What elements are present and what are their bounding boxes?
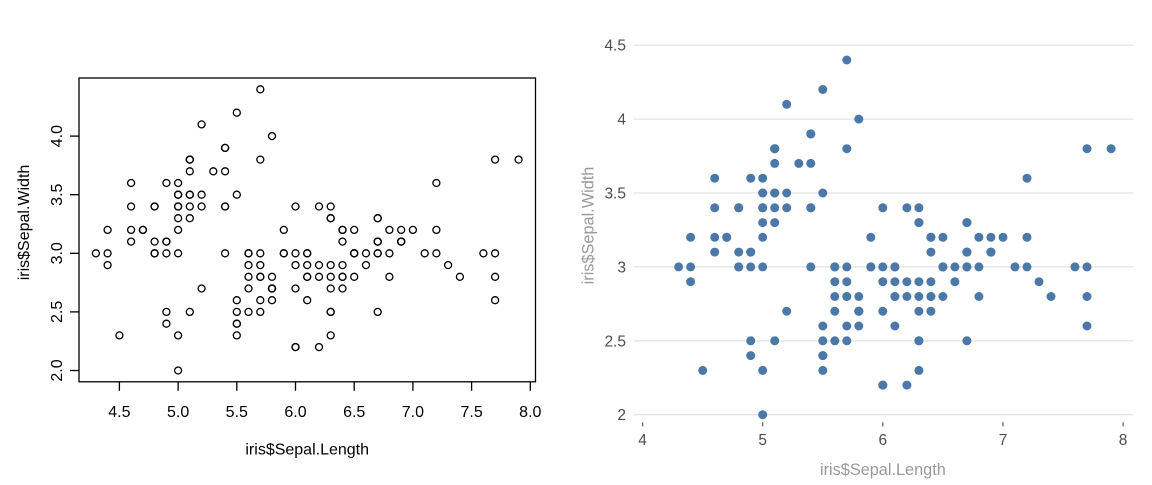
svg-text:4: 4 <box>638 432 647 449</box>
svg-text:4: 4 <box>617 112 626 129</box>
svg-text:6: 6 <box>878 432 887 449</box>
svg-text:3.5: 3.5 <box>49 183 66 205</box>
svg-text:iris$Sepal.Width: iris$Sepal.Width <box>16 165 33 281</box>
svg-text:4.5: 4.5 <box>108 404 130 421</box>
svg-text:2.5: 2.5 <box>49 301 66 323</box>
svg-text:iris$Sepal.Width: iris$Sepal.Width <box>580 167 598 285</box>
svg-text:3.0: 3.0 <box>49 242 66 264</box>
svg-text:2: 2 <box>617 407 626 424</box>
svg-text:3: 3 <box>617 259 626 276</box>
svg-text:5.0: 5.0 <box>167 404 189 421</box>
svg-text:3.5: 3.5 <box>604 186 626 203</box>
svg-text:8: 8 <box>1119 432 1128 449</box>
svg-text:iris$Sepal.Length: iris$Sepal.Length <box>245 442 369 459</box>
svg-text:iris$Sepal.Length: iris$Sepal.Length <box>820 461 946 479</box>
svg-text:2.5: 2.5 <box>604 333 626 350</box>
svg-text:7.0: 7.0 <box>402 404 424 421</box>
svg-text:5.5: 5.5 <box>226 404 248 421</box>
svg-text:2.0: 2.0 <box>49 359 66 381</box>
svg-text:7.5: 7.5 <box>460 404 482 421</box>
svg-text:6.5: 6.5 <box>343 404 365 421</box>
svg-text:5: 5 <box>758 432 767 449</box>
svg-text:4.5: 4.5 <box>604 38 626 55</box>
svg-text:4.0: 4.0 <box>49 125 66 147</box>
svg-text:7: 7 <box>999 432 1008 449</box>
svg-text:8.0: 8.0 <box>519 404 541 421</box>
svg-text:6.0: 6.0 <box>284 404 306 421</box>
